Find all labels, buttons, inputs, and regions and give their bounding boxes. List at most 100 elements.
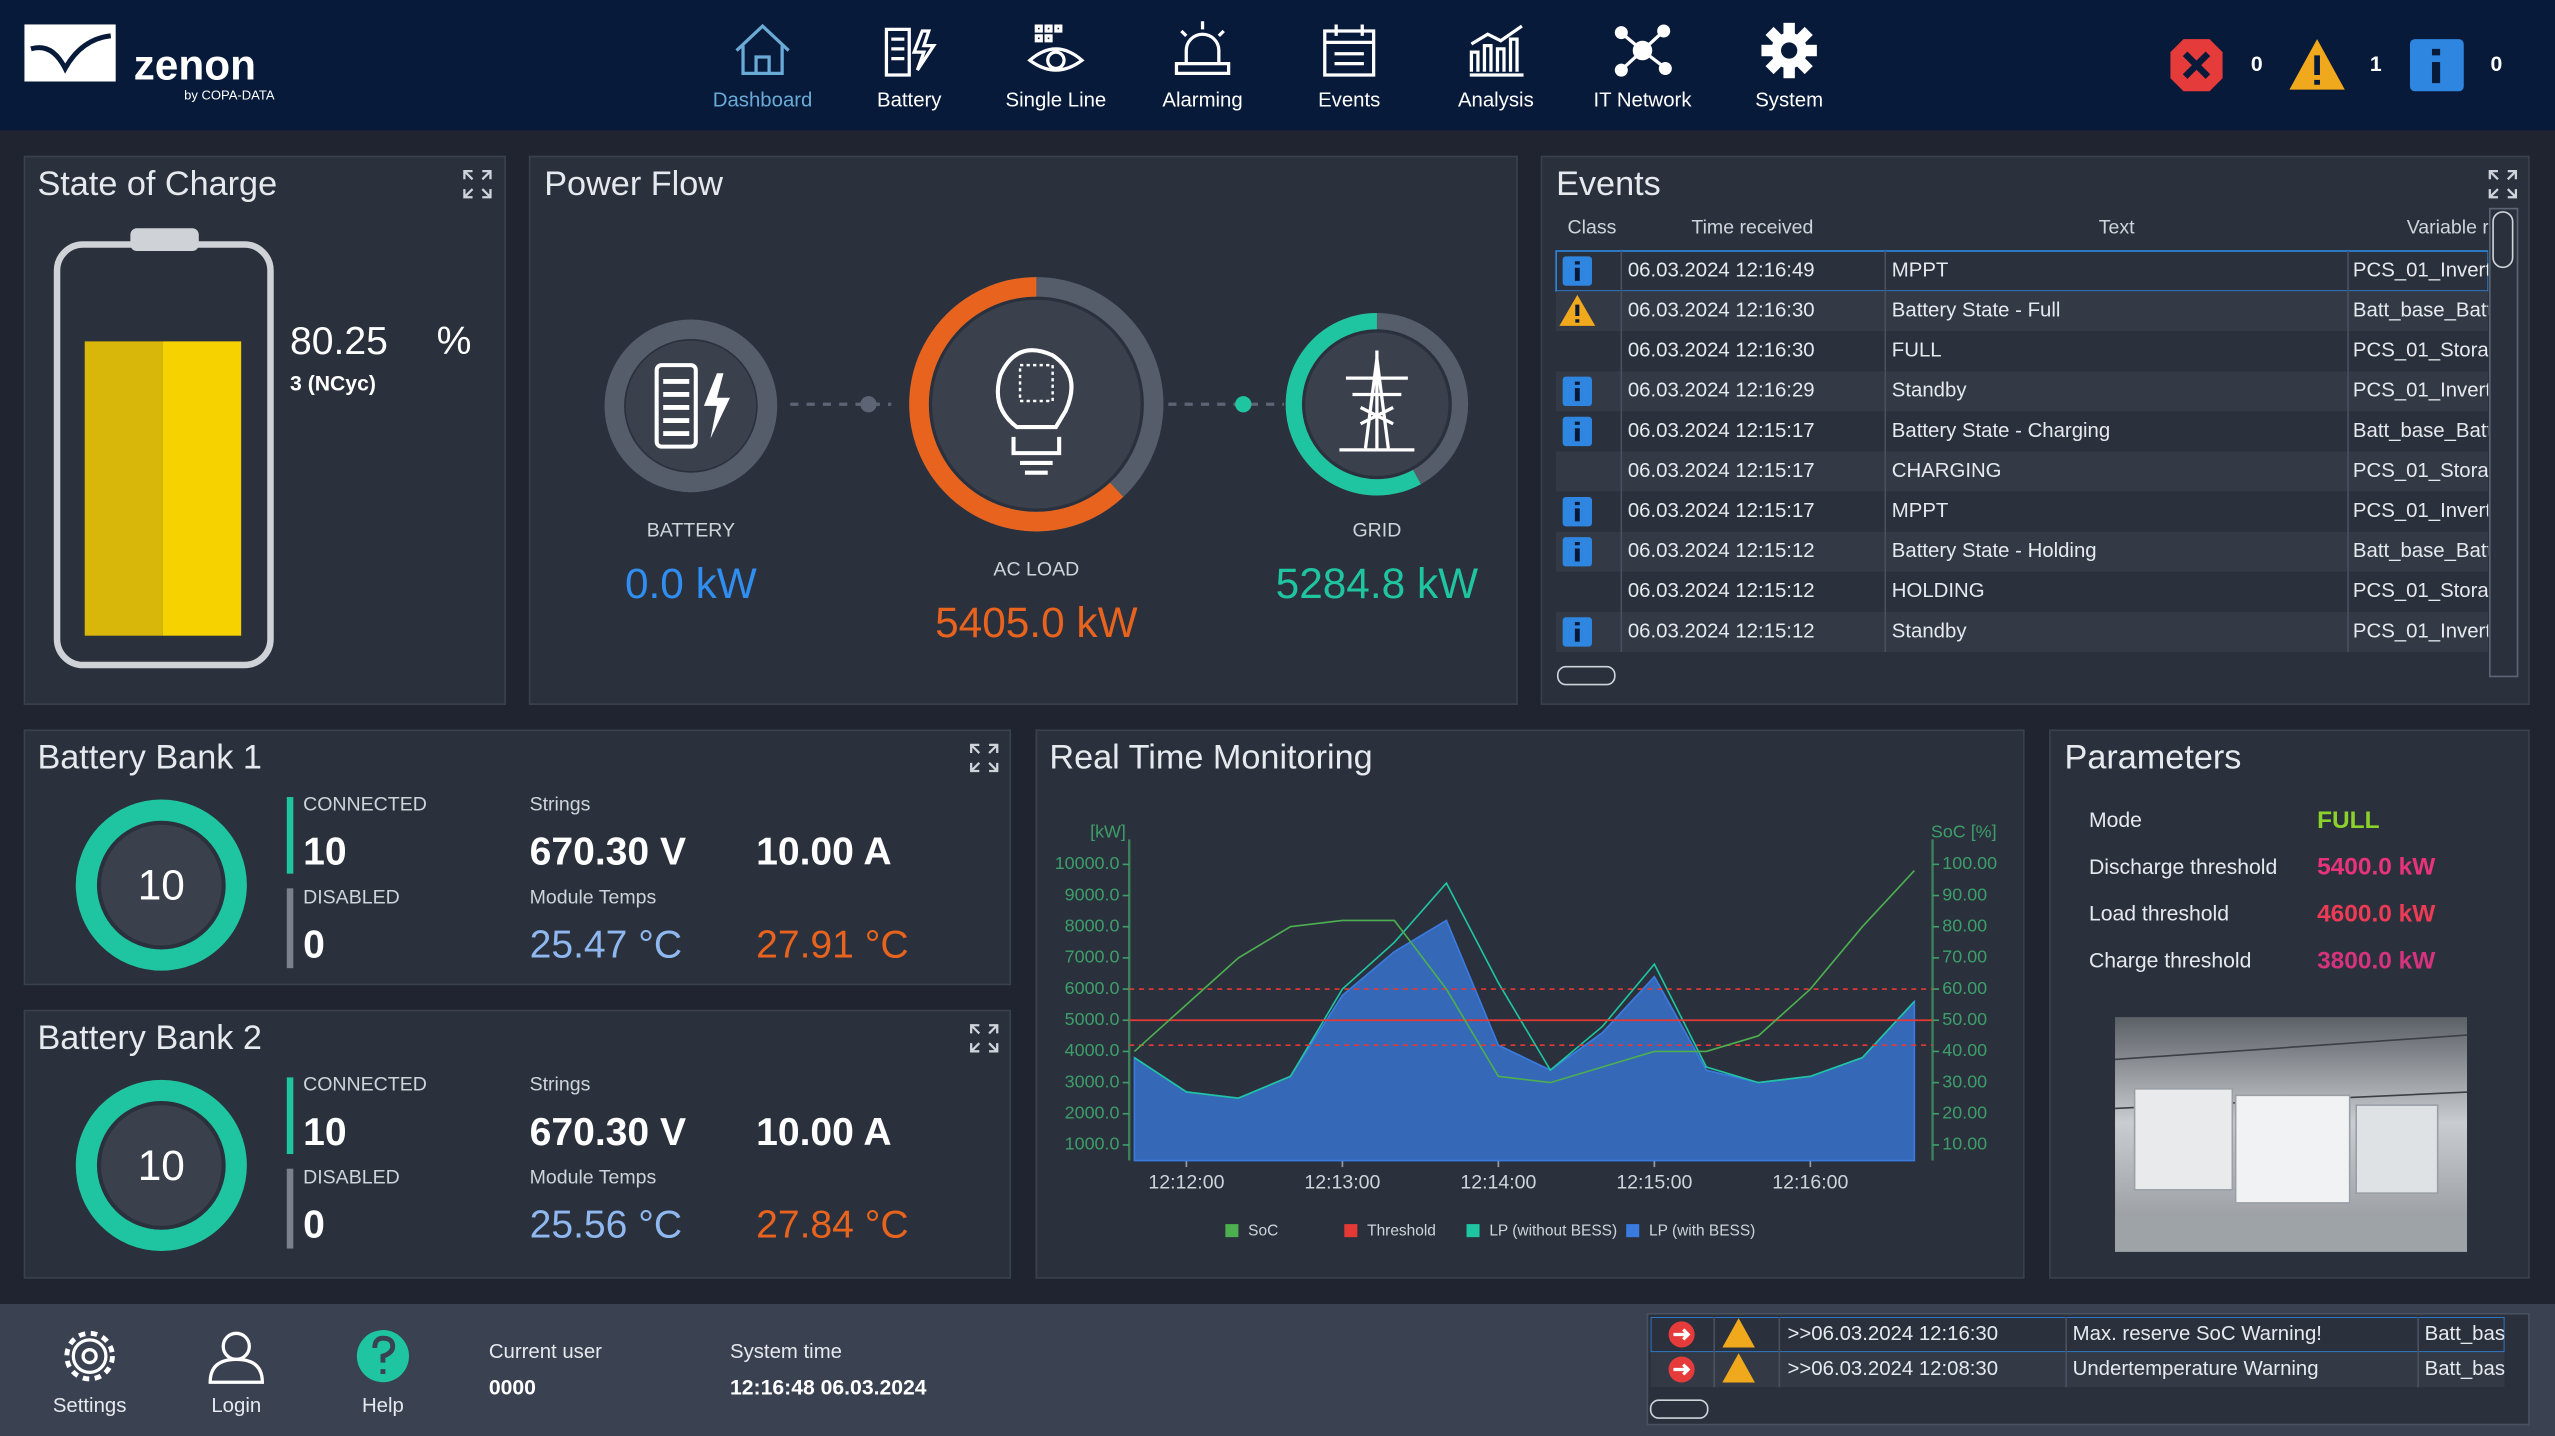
y2-tick-label: 90.00 (1942, 884, 1987, 904)
error-icon (2182, 51, 2211, 79)
scroll-thumb-h (1556, 665, 1616, 686)
info-count: 0 (2490, 53, 2502, 76)
event-row[interactable] (1556, 491, 2489, 532)
nav-item[interactable]: Events (1318, 89, 1380, 111)
legend-label: SoC (1248, 1223, 1278, 1240)
nav-item[interactable]: Alarming (1162, 89, 1242, 111)
y2-tick-label: 70.00 (1942, 947, 1987, 967)
nav-item[interactable]: System (1755, 89, 1823, 111)
param-value: 5400.0 kW (2317, 854, 2436, 881)
event-variable: PCS_01_Storage (2353, 340, 2511, 362)
y-tick-label: 4000.0 (1065, 1040, 1120, 1060)
nav-icon (1027, 24, 1085, 72)
label: Module Temps (530, 1167, 657, 1189)
event-row[interactable] (1556, 571, 2489, 612)
event-text: Standby (1892, 380, 1968, 402)
nav-item[interactable]: Dashboard (713, 89, 813, 111)
event-variable: Batt_base_Batte (2353, 540, 2504, 562)
footer-button[interactable]: Help (362, 1395, 404, 1417)
legend-swatch (1225, 1224, 1239, 1238)
event-row[interactable] (1556, 531, 2489, 572)
alarm-rows: >>06.03.2024 12:16:30 Max. reserve SoC Wa… (1650, 1317, 2517, 1388)
warning-count: 1 (2370, 53, 2382, 76)
y2-tick-label: 80.00 (1942, 915, 1987, 935)
event-text: HOLDING (1892, 580, 1985, 602)
event-row[interactable] (1555, 250, 2489, 292)
event-time: 06.03.2024 12:15:17 (1628, 420, 1815, 442)
legend-label: LP (with BESS) (1649, 1223, 1755, 1240)
alarm-icon (1673, 1328, 1691, 1341)
logo-box (24, 24, 116, 82)
nav-icon (1632, 40, 1653, 61)
event-row[interactable] (1556, 611, 2489, 652)
y2-tick-label: 50.00 (1942, 1009, 1987, 1029)
nav-item[interactable]: Analysis (1458, 89, 1534, 111)
label: Module Temps (530, 886, 657, 908)
panel-title: Events (1556, 165, 1661, 203)
x-tick-label: 12:12:00 (1148, 1172, 1224, 1194)
nav-item[interactable]: Single Line (1006, 89, 1107, 111)
footer-icon (81, 1347, 98, 1365)
battery-icon (703, 373, 730, 439)
status-bar (286, 1077, 294, 1155)
expand-button[interactable] (2488, 170, 2518, 199)
event-row[interactable] (1556, 291, 2489, 332)
y-tick-label: 5000.0 (1065, 1009, 1120, 1029)
event-row[interactable] (1556, 371, 2489, 412)
axis-label: SoC [%] (1931, 822, 1997, 842)
footer-button[interactable]: Settings (53, 1395, 127, 1417)
nav-item[interactable]: Battery (877, 89, 942, 111)
param-value: 4600.0 kW (2317, 901, 2436, 928)
line-series (1133, 870, 1915, 1084)
status-bar (286, 1168, 294, 1249)
label: DISABLED (303, 1167, 400, 1189)
label: Current user (489, 1341, 602, 1363)
facility-image (2133, 1088, 2234, 1191)
expand-button[interactable] (970, 1024, 999, 1053)
footer-icon (71, 1338, 108, 1375)
value: 0 (303, 1204, 325, 1247)
value: 25.56 °C (530, 1204, 683, 1247)
nav-icon (1614, 63, 1628, 77)
event-text: Battery State - Holding (1892, 540, 2097, 562)
node-label: GRID (1352, 520, 1401, 542)
value: 27.91 °C (756, 923, 909, 966)
event-time: 06.03.2024 12:16:30 (1628, 340, 1815, 362)
event-row[interactable] (1556, 331, 2489, 372)
alarm-row[interactable] (1650, 1352, 2505, 1388)
y-tick-label: 2000.0 (1065, 1103, 1120, 1123)
value: 27.84 °C (756, 1204, 909, 1247)
y-tick-label: 1000.0 (1065, 1134, 1120, 1154)
tower-icon (1339, 350, 1415, 452)
nav-icon (1795, 56, 1813, 75)
event-row[interactable] (1556, 411, 2489, 452)
event-time: 06.03.2024 12:16:49 (1628, 259, 1815, 281)
nav-icon (1323, 24, 1376, 77)
bank-ring-face (101, 1105, 222, 1226)
panel-title: Battery Bank 2 (37, 1019, 261, 1057)
event-time: 06.03.2024 12:15:17 (1628, 500, 1815, 522)
event-text: Battery State - Charging (1892, 420, 2110, 442)
battery-cap (130, 228, 199, 252)
event-text: MPPT (1892, 500, 1949, 522)
legend-swatch (1626, 1224, 1640, 1238)
nav-item[interactable]: IT Network (1593, 89, 1692, 111)
x-tick-label: 12:15:00 (1616, 1172, 1692, 1194)
current-user: 0000 (489, 1376, 536, 1399)
expand-button[interactable] (463, 170, 492, 199)
nav-icon (1783, 65, 1795, 79)
nav-icon (1658, 61, 1672, 75)
node-value: 0.0 kW (625, 560, 757, 607)
event-variable: PCS_01_Inverte (2353, 500, 2502, 522)
node-value: 5405.0 kW (935, 599, 1137, 646)
expand-button[interactable] (970, 743, 999, 773)
footer-icon (208, 1357, 264, 1384)
event-variable: Batt_base_Batte (2353, 420, 2504, 442)
alarm-variable: Batt_base (2425, 1358, 2517, 1380)
events-table: 06.03.2024 12:16:49 MPPT PCS_01_Inverte 06.… (1555, 250, 2511, 652)
nav-icon (1783, 22, 1795, 36)
legend-swatch (1466, 1224, 1480, 1238)
event-row[interactable] (1556, 451, 2489, 492)
footer-button[interactable]: Login (211, 1395, 261, 1417)
node-face (932, 299, 1141, 509)
